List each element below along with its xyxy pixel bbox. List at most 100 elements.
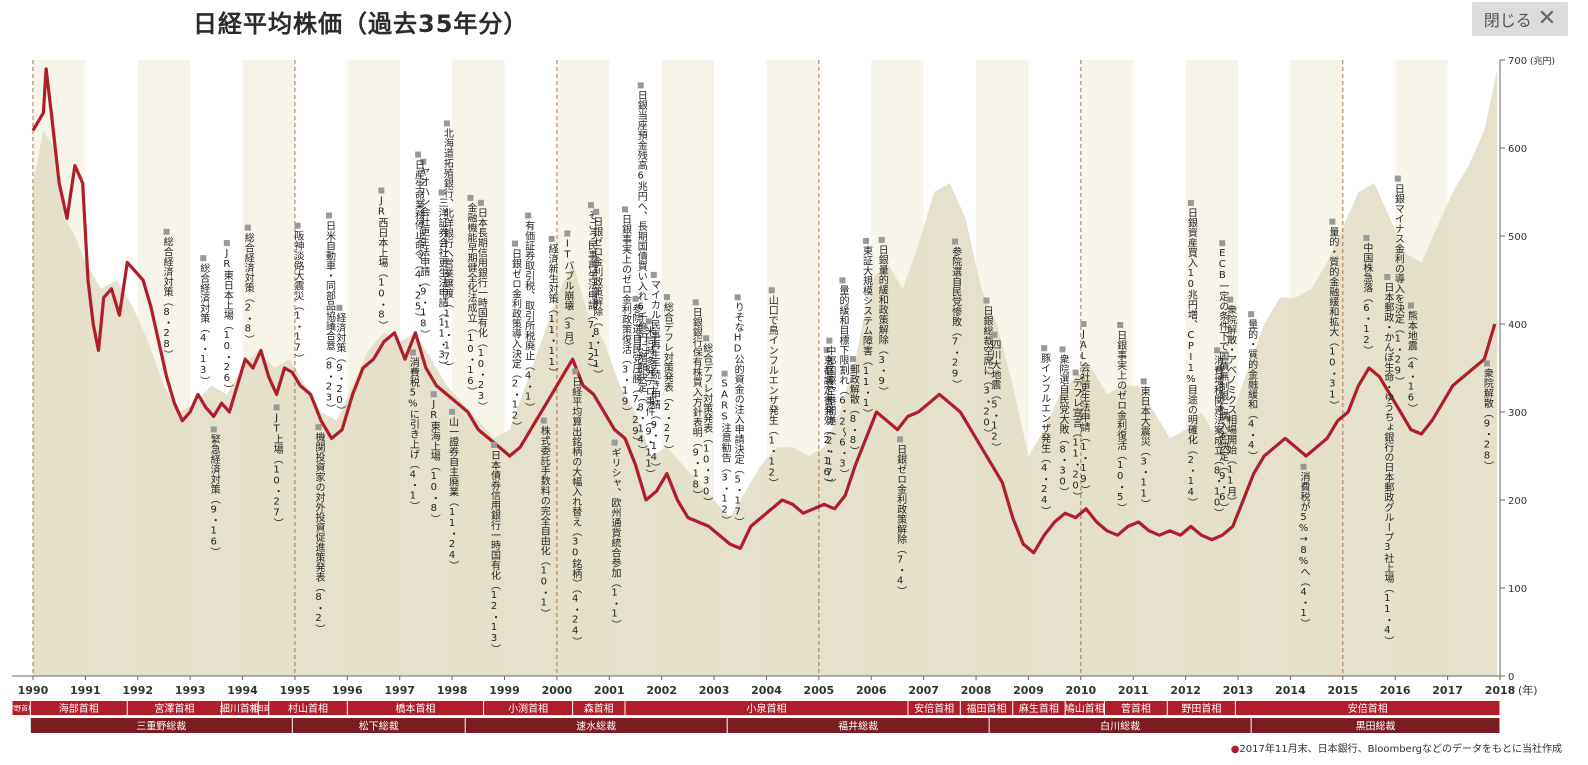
x-tick-label: 2010 — [1066, 684, 1097, 697]
y-tick-label: 100 — [1508, 584, 1527, 595]
event-marker — [1059, 346, 1066, 353]
event-marker — [415, 151, 422, 158]
boj-label: 白川総裁 — [1100, 719, 1140, 732]
event-label: 中国株急落（6・12） — [1361, 242, 1373, 356]
event-label: 日銀総裁空席に（3・20） — [981, 306, 993, 439]
event-marker — [1219, 240, 1226, 247]
pm-segment — [30, 701, 127, 715]
y-tick-label: 0 — [1508, 672, 1514, 683]
pm-label: 安倍首相 — [914, 702, 954, 715]
event-label: 日本郵政・かんぽ生命・ゆうちょ銀行の日本郵政グループ3社上場（11・4） — [1382, 282, 1394, 646]
pm-segment — [1065, 701, 1104, 715]
event-marker — [863, 237, 870, 244]
event-label: 日経平均算出銘柄の大幅入れ替え（30銘柄）（4・24） — [570, 377, 582, 647]
pm-label: 麻生首相 — [1019, 702, 1059, 715]
boj-label: 三重野総裁 — [136, 719, 186, 732]
event-label: JR西日本上場（10・8） — [376, 196, 388, 331]
event-label: 日銀銀行保有株買入方針表明（9・18） — [690, 307, 702, 500]
close-icon: ✕ — [1537, 6, 1557, 31]
event-label: 総合経済対策（4・13） — [198, 262, 210, 386]
pm-segment — [960, 701, 1013, 715]
event-label: 日本長期信用銀行一時国有化（10・23） — [475, 208, 487, 412]
event-label: 経済新生対策（11・11） — [546, 243, 558, 378]
event-marker — [983, 297, 990, 304]
event-label: 参院選自民党圧勝（7・29） — [630, 303, 642, 447]
pm-label: 野田首相 — [1181, 702, 1221, 715]
event-label: 日銀ゼロ金利政策解除（7・4） — [895, 444, 907, 596]
event-marker — [511, 240, 518, 247]
pm-segment — [222, 701, 258, 715]
event-label: ギリシャ、欧州通貨統合参加（1・1） — [609, 447, 621, 629]
pm-label: 宮澤首相 — [154, 702, 194, 715]
event-label: 消費税5%に引き上げ（4・1） — [407, 356, 419, 511]
event-label: 総合デフレ対策発表（2・27） — [661, 301, 673, 455]
x-tick-label: 1991 — [70, 684, 101, 697]
boj-segment — [989, 718, 1251, 733]
event-label: JT上場（10・27） — [271, 412, 283, 528]
event-label: 衆院解散・アベノミクス相場開始（11月） — [1225, 303, 1237, 506]
event-marker — [692, 299, 699, 306]
event-label: 日銀事実上のゼロ金利政策復活（3・19） — [620, 214, 632, 417]
x-tick-label: 2008 — [961, 684, 992, 697]
event-label: 北海道拓殖銀行、北洋銀行へ営業譲渡（11・17） — [441, 128, 453, 372]
pm-label: 村山首相 — [288, 702, 328, 715]
x-tick-label: 1995 — [280, 684, 311, 697]
x-tick-label: 2002 — [646, 684, 677, 697]
pm-segment — [1104, 701, 1167, 715]
event-marker — [637, 82, 644, 89]
pm-label: 福田首相 — [967, 702, 1007, 715]
event-marker — [572, 368, 579, 375]
event-label: ITバブル崩壊（3月） — [562, 239, 574, 352]
boj-segment — [1251, 718, 1500, 733]
event-marker — [325, 212, 332, 219]
event-marker — [878, 236, 885, 243]
event-label: 衆院解散（9・28） — [1481, 367, 1493, 471]
event-marker — [449, 408, 456, 415]
event-marker — [1140, 378, 1147, 385]
event-label: 総合デフレ対策発表（10・30） — [701, 342, 713, 507]
event-marker — [1384, 274, 1391, 280]
pm-segment — [573, 701, 625, 715]
event-label: JAL会社更生法申請（1・19） — [1078, 329, 1090, 495]
x-tick-label: 2018 — [1485, 684, 1516, 697]
pm-segment — [258, 701, 269, 715]
x-tick-label: 2005 — [804, 684, 835, 697]
x-tick-label: 2004 — [751, 684, 782, 697]
event-marker — [163, 228, 170, 235]
event-label: 日銀当座預金残高6兆円へ、長期国債買い入れ6千億円に増額決定（8・14） — [635, 90, 647, 455]
event-marker — [548, 235, 555, 242]
event-marker — [768, 287, 775, 294]
event-marker — [1041, 345, 1048, 352]
x-tick-label: 2009 — [1013, 684, 1044, 697]
x-tick-label: 2011 — [1118, 684, 1149, 697]
x-tick-label: 1992 — [122, 684, 153, 697]
event-label: 日銀ゼロ金利政策導入決定（2・12） — [509, 249, 521, 432]
x-tick-label: 1993 — [175, 684, 206, 697]
event-marker — [622, 206, 629, 213]
event-label: 東日本大震災（3・11） — [1138, 385, 1150, 509]
x-tick-label: 2013 — [1223, 684, 1254, 697]
pm-segment — [1167, 701, 1235, 715]
event-marker — [430, 391, 437, 398]
event-label: 四川大地震（5・12） — [989, 340, 1001, 453]
event-marker — [587, 202, 594, 209]
event-marker — [1080, 321, 1087, 327]
x-tick-label: 2001 — [594, 684, 625, 697]
close-label: 閉じる — [1483, 11, 1532, 30]
close-button[interactable]: 閉じる ✕ — [1472, 2, 1568, 36]
pm-label: 菅首相 — [1121, 702, 1151, 715]
event-marker — [826, 337, 833, 344]
event-label: 東証大規模システム障害（11・1） — [861, 245, 873, 419]
pm-label: 森首相 — [584, 702, 614, 715]
event-marker — [409, 349, 416, 356]
boj-segment — [292, 718, 465, 733]
page-title: 日経平均株価（過去35年分） — [193, 10, 529, 38]
event-marker — [378, 187, 385, 194]
event-marker — [1072, 369, 1079, 376]
event-marker — [210, 426, 217, 433]
event-label: SARS注意勧告（3・12） — [719, 379, 731, 526]
event-marker — [593, 208, 600, 215]
event-label: ECB一定の条件下で国債無制限に購入を決定（9・6） — [1217, 248, 1229, 513]
x-tick-label: 1998 — [437, 684, 468, 697]
event-label: 日銀事実上のゼロ金利復活（10・5） — [1115, 330, 1127, 513]
